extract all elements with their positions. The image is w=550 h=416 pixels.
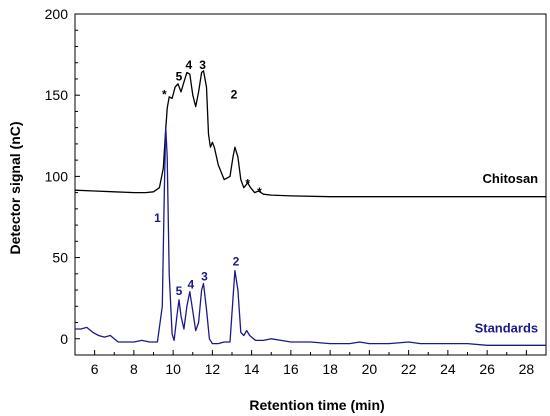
peak-label: * [162,87,167,101]
series-label: Standards [475,320,539,335]
x-tick-label: 22 [401,361,417,377]
y-tick-label: 50 [52,250,68,266]
peak-label: 1 [154,211,161,225]
peak-label: 5 [176,70,183,84]
x-axis-title: Retention time (min) [249,397,384,413]
y-tick-label: 0 [60,331,68,347]
y-axis-title: Detector signal (nC) [7,121,23,254]
series-label: Chitosan [483,171,539,186]
x-tick-label: 26 [479,361,495,377]
x-tick-label: 6 [91,361,99,377]
peak-label: 2 [231,87,238,101]
x-tick-label: 8 [130,361,138,377]
series-line-standards [75,125,546,346]
peak-label: * [245,177,250,191]
x-tick-label: 16 [283,361,299,377]
plot-frame [74,13,547,356]
x-tick-label: 14 [244,361,260,377]
x-tick-label: 24 [440,361,456,377]
peak-label: 4 [187,277,194,291]
peak-label: 3 [201,269,208,283]
x-tick-label: 20 [362,361,378,377]
peak-label: 3 [199,58,206,72]
y-tick-label: 150 [45,87,69,103]
peak-label: * [257,185,262,199]
x-tick-label: 12 [205,361,221,377]
x-tick-label: 18 [322,361,338,377]
peak-label: 4 [185,58,192,72]
y-tick-label: 100 [45,168,69,184]
y-tick-label: 200 [45,6,69,22]
x-tick-label: 28 [519,361,535,377]
peak-label: 5 [176,284,183,298]
series-line-chitosan [74,70,546,198]
x-tick-label: 10 [165,361,181,377]
peak-label: 2 [233,255,240,269]
